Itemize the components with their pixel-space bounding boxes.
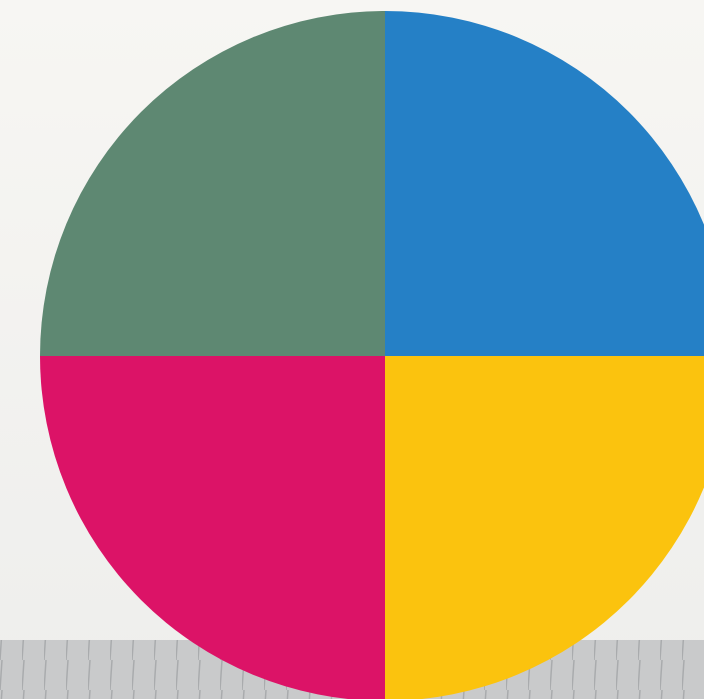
pie-slice: [385, 11, 704, 356]
pie-slice: [385, 356, 704, 699]
pie-slice: [40, 11, 385, 356]
pie-slice: [40, 356, 385, 699]
pie: [40, 11, 704, 699]
